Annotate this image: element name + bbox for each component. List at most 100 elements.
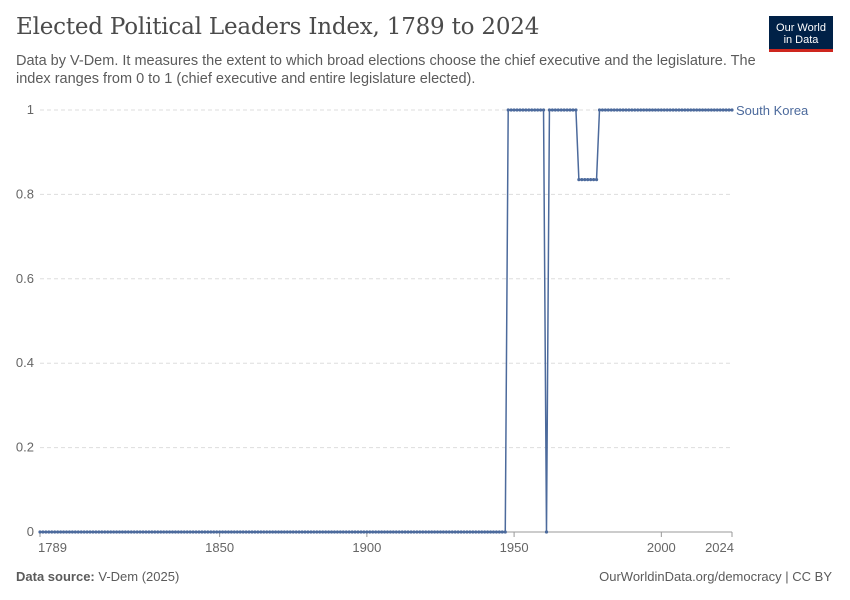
data-point[interactable] [100, 530, 104, 534]
data-point[interactable] [500, 530, 504, 534]
data-point[interactable] [533, 108, 537, 112]
data-point[interactable] [656, 108, 660, 112]
data-point[interactable] [106, 530, 110, 534]
data-point[interactable] [497, 530, 501, 534]
data-point[interactable] [550, 108, 554, 112]
data-point[interactable] [353, 530, 357, 534]
data-point[interactable] [206, 530, 210, 534]
data-point[interactable] [329, 530, 334, 534]
data-point[interactable] [494, 530, 499, 534]
data-point[interactable] [253, 530, 257, 534]
data-point[interactable] [159, 530, 163, 534]
data-point[interactable] [153, 530, 157, 534]
data-point[interactable] [698, 108, 702, 112]
data-point[interactable] [400, 530, 404, 534]
data-point[interactable] [653, 108, 658, 112]
data-point[interactable] [374, 530, 378, 534]
data-point[interactable] [618, 108, 622, 112]
data-point[interactable] [468, 530, 472, 534]
data-point[interactable] [565, 108, 569, 112]
data-point[interactable] [721, 108, 725, 112]
data-point[interactable] [430, 530, 434, 534]
series-label[interactable]: South Korea [736, 103, 809, 118]
data-point[interactable] [382, 530, 387, 534]
data-point[interactable] [559, 108, 563, 112]
data-point[interactable] [388, 530, 393, 534]
data-point[interactable] [695, 108, 699, 112]
data-point[interactable] [117, 530, 122, 534]
data-point[interactable] [344, 530, 348, 534]
data-point[interactable] [170, 530, 175, 534]
data-point[interactable] [109, 530, 113, 534]
data-point[interactable] [103, 530, 107, 534]
data-point[interactable] [229, 530, 233, 534]
data-point[interactable] [265, 530, 269, 534]
data-point[interactable] [474, 530, 478, 534]
data-point[interactable] [418, 530, 422, 534]
data-point[interactable] [53, 530, 57, 534]
data-point[interactable] [262, 530, 266, 534]
data-point[interactable] [527, 108, 531, 112]
data-point[interactable] [630, 108, 634, 112]
data-point[interactable] [592, 178, 596, 182]
data-point[interactable] [273, 530, 278, 534]
data-point[interactable] [621, 108, 625, 112]
data-point[interactable] [724, 108, 728, 112]
data-point[interactable] [633, 108, 637, 112]
data-point[interactable] [488, 530, 493, 534]
data-point[interactable] [518, 108, 522, 112]
data-point[interactable] [73, 530, 77, 534]
data-point[interactable] [686, 108, 690, 112]
data-point[interactable] [553, 108, 557, 112]
data-point[interactable] [123, 530, 127, 534]
data-point[interactable] [677, 108, 681, 112]
data-point[interactable] [220, 530, 225, 534]
data-point[interactable] [162, 530, 166, 534]
series-line[interactable] [40, 109, 732, 533]
data-point[interactable] [586, 178, 590, 182]
data-point[interactable] [341, 530, 345, 534]
data-point[interactable] [397, 530, 401, 534]
data-point[interactable] [179, 530, 183, 534]
data-point[interactable] [332, 530, 337, 534]
data-point[interactable] [453, 530, 457, 534]
data-point[interactable] [247, 530, 251, 534]
data-point[interactable] [371, 530, 375, 534]
data-point[interactable] [639, 108, 643, 112]
data-point[interactable] [615, 108, 619, 112]
data-point[interactable] [421, 530, 425, 534]
data-point[interactable] [38, 530, 42, 534]
data-point[interactable] [61, 530, 66, 534]
data-point[interactable] [671, 108, 675, 112]
data-point[interactable] [64, 530, 69, 534]
data-point[interactable] [285, 530, 289, 534]
data-point[interactable] [120, 530, 125, 534]
data-point[interactable] [94, 530, 98, 534]
data-point[interactable] [609, 108, 613, 112]
data-point[interactable] [547, 108, 552, 112]
data-point[interactable] [294, 530, 298, 534]
data-point[interactable] [471, 530, 475, 534]
data-point[interactable] [279, 530, 284, 534]
data-point[interactable] [188, 530, 192, 534]
data-point[interactable] [715, 108, 719, 112]
data-point[interactable] [562, 108, 566, 112]
data-point[interactable] [441, 530, 446, 534]
data-point[interactable] [650, 108, 655, 112]
data-point[interactable] [259, 530, 263, 534]
data-point[interactable] [244, 530, 248, 534]
data-point[interactable] [612, 108, 616, 112]
data-point[interactable] [541, 108, 546, 112]
data-point[interactable] [647, 108, 652, 112]
data-point[interactable] [176, 530, 180, 534]
data-point[interactable] [232, 530, 236, 534]
footer-link[interactable]: OurWorldinData.org/democracy | CC BY [599, 569, 832, 584]
data-point[interactable] [235, 530, 239, 534]
data-point[interactable] [444, 530, 448, 534]
data-point[interactable] [539, 108, 543, 112]
data-point[interactable] [556, 108, 560, 112]
data-point[interactable] [59, 530, 63, 534]
data-point[interactable] [636, 108, 640, 112]
data-point[interactable] [309, 530, 313, 534]
data-point[interactable] [238, 530, 242, 534]
